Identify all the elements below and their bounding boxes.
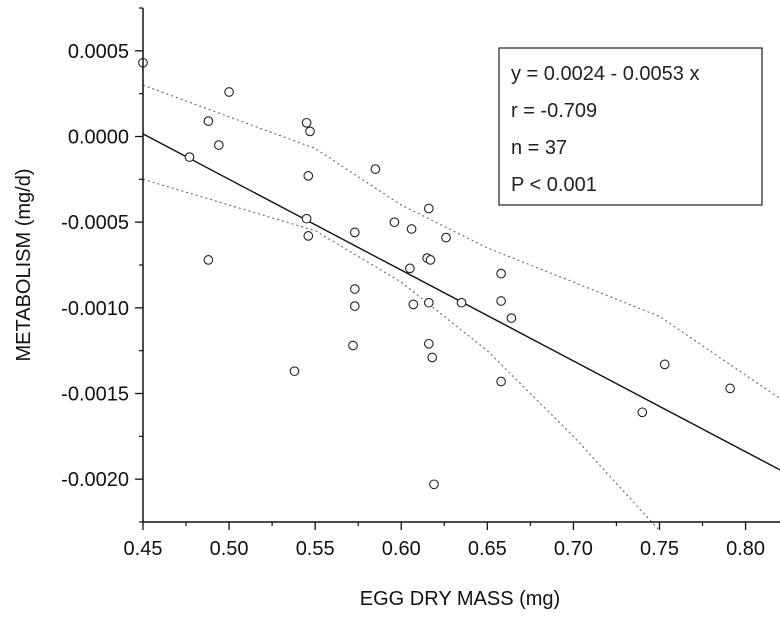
stats-r-value: r = -0.709 — [511, 100, 597, 122]
data-point — [289, 366, 300, 377]
data-point — [429, 479, 439, 490]
data-point — [427, 352, 438, 363]
data-point — [224, 87, 234, 97]
stats-box: y = 0.0024 - 0.0053 x r = -0.709 n = 37 … — [498, 47, 763, 206]
data-point — [496, 268, 506, 279]
data-point — [405, 263, 415, 274]
y-tick-label: 0.0005 — [68, 41, 129, 63]
x-tick-label: 0.45 — [124, 538, 163, 560]
data-point — [425, 255, 436, 265]
data-point — [406, 224, 417, 234]
data-point — [423, 297, 434, 308]
data-point — [349, 301, 360, 311]
data-point — [423, 203, 434, 214]
stats-box-frame — [498, 47, 763, 206]
x-tick-label: 0.60 — [382, 538, 421, 560]
y-tick-label: -0.0020 — [61, 469, 129, 491]
x-tick-label: 0.75 — [640, 538, 679, 560]
data-point — [349, 284, 360, 294]
y-tick-label: -0.0010 — [61, 298, 129, 320]
data-point — [349, 227, 360, 238]
stats-p-value: P < 0.001 — [511, 174, 597, 196]
data-point — [506, 313, 517, 323]
x-axis-title: EGG DRY MASS (mg) — [360, 588, 560, 610]
x-tick-label: 0.55 — [296, 538, 335, 560]
stats-n-value: n = 37 — [511, 137, 567, 159]
data-point — [637, 407, 648, 418]
data-point — [184, 152, 195, 162]
data-point — [659, 359, 670, 370]
y-axis-title: METABOLISM (mg/d) — [13, 169, 35, 362]
data-point — [408, 299, 419, 310]
data-point — [305, 126, 315, 137]
y-tick-label: 0.0000 — [68, 127, 129, 149]
data-point — [303, 171, 314, 181]
confidence-band-lower — [142, 178, 660, 531]
data-point — [441, 232, 451, 243]
data-point — [370, 164, 381, 174]
data-points — [138, 57, 735, 490]
data-point — [725, 383, 735, 394]
data-point — [456, 297, 467, 308]
data-point — [496, 296, 506, 306]
data-point — [213, 140, 224, 150]
x-tick-label: 0.80 — [726, 538, 765, 560]
data-point — [348, 340, 358, 351]
data-point — [423, 338, 434, 349]
data-point — [203, 116, 214, 126]
data-point — [496, 376, 506, 387]
y-tick-label: -0.0005 — [61, 212, 129, 234]
data-point — [203, 255, 214, 265]
data-point — [301, 117, 312, 128]
stats-equation: y = 0.0024 - 0.0053 x — [511, 63, 699, 85]
axes: 0.45 0.50 0.55 0.60 0.65 0.70 0.75 0.80 0.0005 0.… — [61, 7, 780, 560]
x-tick-label: 0.70 — [554, 538, 593, 560]
data-point — [303, 231, 314, 241]
data-point — [389, 217, 400, 228]
data-point — [301, 213, 312, 224]
x-tick-label: 0.50 — [210, 538, 249, 560]
y-tick-label: -0.0015 — [61, 384, 129, 406]
x-tick-label: 0.65 — [468, 538, 507, 560]
